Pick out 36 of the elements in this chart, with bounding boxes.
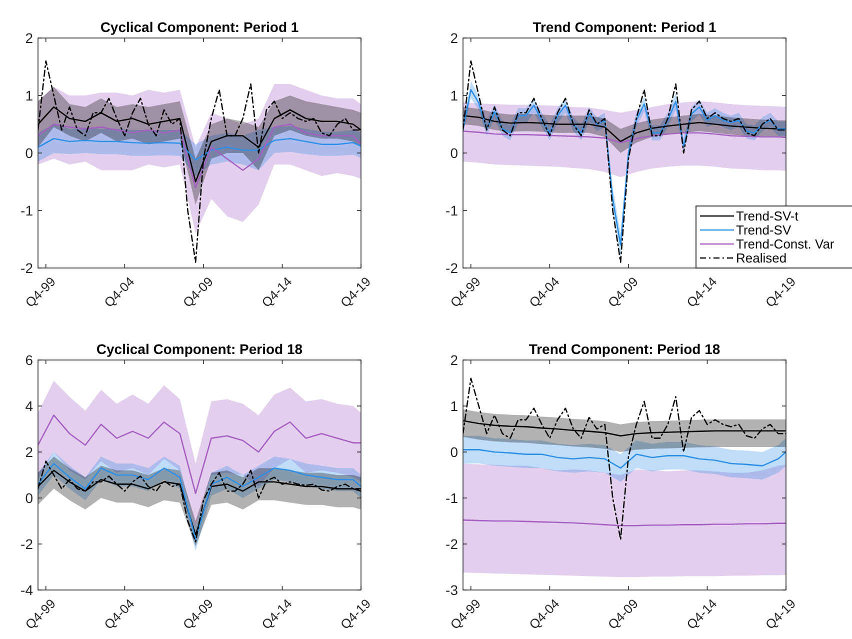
y-tick-label: 0 bbox=[25, 490, 34, 506]
line-series bbox=[38, 124, 361, 188]
y-tick-label: -3 bbox=[446, 582, 458, 598]
chart-title: Cyclical Component: Period 18 bbox=[96, 341, 303, 357]
y-tick-label: 1 bbox=[450, 88, 458, 104]
y-tick-label: -1 bbox=[446, 490, 458, 506]
y-tick-label: 4 bbox=[25, 398, 34, 414]
y-tick-label: -2 bbox=[20, 536, 34, 552]
line-series bbox=[38, 138, 361, 161]
y-tick-label: -1 bbox=[446, 202, 458, 218]
y-tick-label: 6 bbox=[25, 352, 34, 368]
y-tick-label: 2 bbox=[450, 352, 458, 368]
y-tick-label: -1 bbox=[20, 202, 34, 218]
y-tick-label: 2 bbox=[450, 30, 458, 46]
line-series bbox=[463, 449, 786, 469]
y-tick-label: -2 bbox=[446, 260, 458, 276]
line-series bbox=[463, 378, 786, 540]
line-series bbox=[38, 414, 361, 494]
line-series bbox=[463, 130, 786, 144]
y-tick-label: 0 bbox=[25, 145, 34, 161]
y-tick-label: 1 bbox=[450, 398, 458, 414]
y-tick-label: -4 bbox=[20, 582, 34, 598]
chart-title: Trend Component: Period 1 bbox=[532, 19, 716, 35]
y-tick-label: 2 bbox=[25, 444, 34, 460]
legend-label: Trend-SV-t bbox=[736, 208, 799, 224]
y-tick-label: -2 bbox=[446, 536, 458, 552]
y-tick-label: -2 bbox=[20, 260, 34, 276]
legend-label: Realised bbox=[736, 250, 787, 266]
y-tick-label: 2 bbox=[25, 30, 34, 46]
chart-title: Cyclical Component: Period 1 bbox=[100, 19, 299, 35]
y-tick-label: 0 bbox=[450, 145, 458, 161]
chart-title: Trend Component: Period 18 bbox=[528, 341, 720, 357]
legend-label: Trend-SV bbox=[736, 222, 792, 238]
y-tick-label: 0 bbox=[450, 444, 458, 460]
legend-label: Trend-Const. Var bbox=[736, 236, 835, 252]
y-tick-label: 1 bbox=[25, 88, 34, 104]
